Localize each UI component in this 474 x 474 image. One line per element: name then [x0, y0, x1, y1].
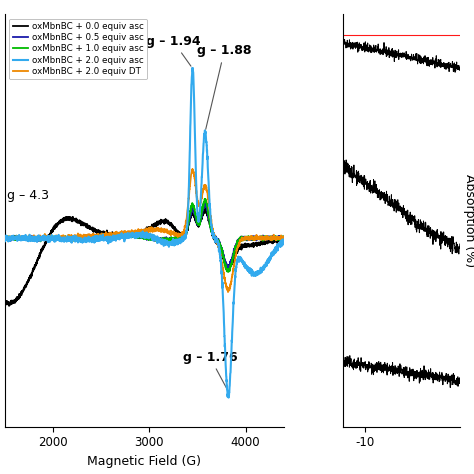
oxMbnBC + 0.0 equiv asc	[138, 230, 144, 236]
oxMbnBC + 0.0 equiv asc	[273, 237, 279, 243]
oxMbnBC + 0.5 equiv asc	[273, 236, 279, 241]
oxMbnBC + 1.0 equiv asc	[202, 196, 208, 202]
oxMbnBC + 2.0 equiv asc	[16, 234, 22, 239]
oxMbnBC + 0.0 equiv asc	[222, 257, 228, 263]
Line: oxMbnBC + 0.5 equiv asc: oxMbnBC + 0.5 equiv asc	[5, 203, 284, 268]
oxMbnBC + 2.0 equiv DT	[281, 234, 287, 240]
Text: g – 1.88: g – 1.88	[197, 44, 252, 129]
oxMbnBC + 2.0 equiv asc	[222, 344, 228, 350]
oxMbnBC + 0.0 equiv asc	[6, 303, 12, 309]
oxMbnBC + 2.0 equiv asc	[273, 249, 279, 255]
oxMbnBC + 2.0 equiv asc	[190, 65, 195, 71]
oxMbnBC + 0.5 equiv asc	[16, 236, 22, 241]
Text: g – 1.76: g – 1.76	[182, 351, 237, 389]
oxMbnBC + 2.0 equiv DT	[222, 277, 228, 283]
Legend: oxMbnBC + 0.0 equiv asc, oxMbnBC + 0.5 equiv asc, oxMbnBC + 1.0 equiv asc, oxMbn: oxMbnBC + 0.0 equiv asc, oxMbnBC + 0.5 e…	[9, 18, 147, 79]
oxMbnBC + 2.0 equiv asc	[273, 246, 279, 252]
oxMbnBC + 2.0 equiv asc	[281, 237, 287, 243]
oxMbnBC + 0.0 equiv asc	[2, 301, 8, 306]
oxMbnBC + 0.0 equiv asc	[16, 291, 22, 297]
oxMbnBC + 0.5 equiv asc	[273, 236, 279, 242]
X-axis label: Magnetic Field (G): Magnetic Field (G)	[87, 455, 201, 468]
oxMbnBC + 2.0 equiv asc	[138, 233, 144, 238]
Line: oxMbnBC + 1.0 equiv asc: oxMbnBC + 1.0 equiv asc	[5, 199, 284, 272]
oxMbnBC + 2.0 equiv DT	[273, 236, 279, 241]
oxMbnBC + 2.0 equiv asc	[2, 235, 8, 241]
Text: g – 1.94: g – 1.94	[146, 35, 201, 66]
oxMbnBC + 2.0 equiv DT	[16, 236, 22, 242]
oxMbnBC + 0.0 equiv asc	[130, 230, 136, 236]
oxMbnBC + 0.0 equiv asc	[202, 206, 208, 211]
oxMbnBC + 1.0 equiv asc	[2, 236, 8, 241]
oxMbnBC + 1.0 equiv asc	[16, 235, 22, 240]
oxMbnBC + 0.5 equiv asc	[2, 237, 8, 243]
Line: oxMbnBC + 2.0 equiv asc: oxMbnBC + 2.0 equiv asc	[5, 68, 284, 398]
Line: oxMbnBC + 0.0 equiv asc: oxMbnBC + 0.0 equiv asc	[5, 209, 284, 306]
oxMbnBC + 2.0 equiv asc	[226, 395, 231, 401]
oxMbnBC + 1.0 equiv asc	[222, 261, 228, 267]
oxMbnBC + 0.0 equiv asc	[273, 237, 279, 243]
oxMbnBC + 1.0 equiv asc	[130, 232, 136, 238]
oxMbnBC + 2.0 equiv DT	[2, 236, 8, 241]
oxMbnBC + 0.0 equiv asc	[281, 237, 287, 242]
oxMbnBC + 0.5 equiv asc	[225, 265, 230, 271]
oxMbnBC + 0.5 equiv asc	[202, 201, 208, 206]
oxMbnBC + 2.0 equiv DT	[138, 230, 144, 236]
oxMbnBC + 2.0 equiv DT	[225, 289, 231, 295]
oxMbnBC + 1.0 equiv asc	[226, 269, 231, 274]
Line: oxMbnBC + 2.0 equiv DT: oxMbnBC + 2.0 equiv DT	[5, 169, 284, 292]
oxMbnBC + 0.5 equiv asc	[281, 236, 287, 241]
oxMbnBC + 2.0 equiv DT	[130, 230, 136, 236]
oxMbnBC + 0.5 equiv asc	[130, 232, 136, 238]
oxMbnBC + 0.5 equiv asc	[138, 233, 144, 238]
oxMbnBC + 1.0 equiv asc	[281, 235, 287, 241]
oxMbnBC + 2.0 equiv asc	[130, 232, 136, 238]
oxMbnBC + 1.0 equiv asc	[138, 233, 144, 238]
oxMbnBC + 0.5 equiv asc	[222, 258, 228, 264]
Text: g – 4.3: g – 4.3	[7, 189, 49, 202]
Y-axis label: Absorption (%): Absorption (%)	[464, 174, 474, 267]
oxMbnBC + 1.0 equiv asc	[273, 234, 279, 239]
oxMbnBC + 2.0 equiv DT	[190, 166, 195, 172]
oxMbnBC + 2.0 equiv DT	[273, 236, 279, 241]
oxMbnBC + 1.0 equiv asc	[273, 235, 279, 241]
